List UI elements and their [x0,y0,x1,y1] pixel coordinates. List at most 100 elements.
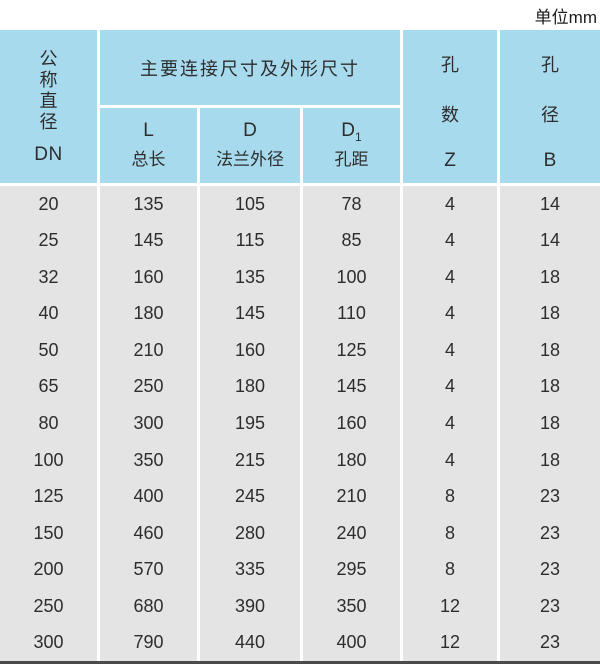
table-cell: 4 [403,295,497,333]
vertical-char: 孔 [541,55,559,75]
bottom-rule [0,661,600,664]
table-cell: 350 [100,441,197,479]
label-hole-spacing: 孔距 [334,150,369,170]
table-cell: 145 [200,295,300,333]
table-cell: 145 [100,222,197,260]
table-cell: 12 [403,587,497,625]
table-cell: 150 [0,514,97,552]
vertical-char: 直 [39,91,58,111]
table-cell: 570 [100,551,197,588]
table-cell: 390 [200,587,300,625]
table-cell: 110 [303,295,400,333]
table-cell: 4 [403,332,497,369]
table-cell: 50 [0,332,97,369]
table-cell: 295 [303,551,400,588]
table-cell: 100 [0,441,97,479]
table-cell: 18 [500,259,600,296]
table-cell: 78 [303,186,400,223]
table-cell: 350 [303,587,400,625]
table-cell: 18 [500,441,600,479]
table-cell: 18 [500,295,600,333]
table-cell: 160 [100,259,197,296]
b-code-label: B [543,150,557,171]
table-cell: 180 [200,368,300,406]
table-cell: 180 [303,441,400,479]
table-cell: 4 [403,405,497,442]
unit-label: 单位mm [534,7,597,27]
hole-diameter-vertical-label: 孔 径 B [500,30,600,183]
symbol-l: L [143,119,154,141]
symbol-d: D [243,119,257,141]
table-cell: 4 [403,186,497,223]
table-cell: 12 [403,624,497,661]
table-cell: 125 [303,332,400,369]
table-cell: 18 [500,405,600,442]
header-hole-diameter: 孔 径 B [500,30,600,183]
table-cell: 4 [403,368,497,406]
table-cell: 8 [403,551,497,588]
table-cell: 23 [500,514,600,552]
group-title: 主要连接尺寸及外形尺寸 [100,30,400,105]
table-cell: 23 [500,624,600,661]
table-header: 公 称 直 径 DN 主要连接尺寸及外形尺寸 L 总长 D 法兰外径 D1 [0,30,600,183]
table-cell: 245 [200,478,300,515]
vertical-char: 称 [39,70,58,90]
header-col-hole-spacing: D1 孔距 [303,108,400,183]
table-cell: 680 [100,587,197,625]
table-cell: 25 [0,222,97,260]
table-cell: 400 [100,478,197,515]
label-flange-od: 法兰外径 [216,150,284,170]
table-cell: 8 [403,514,497,552]
table-cell: 18 [500,368,600,406]
z-code-label: Z [444,150,456,171]
table-cell: 400 [303,624,400,661]
table-cell: 32 [0,259,97,296]
table-cell: 40 [0,295,97,333]
table-cell: 300 [100,405,197,442]
table-cell: 23 [500,587,600,625]
table-cell: 210 [100,332,197,369]
table-cell: 240 [303,514,400,552]
vertical-char: 径 [39,112,58,132]
table-cell: 8 [403,478,497,515]
table-cell: 80 [0,405,97,442]
table-cell: 14 [500,186,600,223]
vertical-char: 数 [441,104,459,125]
table-cell: 85 [303,222,400,260]
header-nominal-diameter: 公 称 直 径 DN [0,30,97,183]
header-col-total-length: L 总长 [100,108,197,183]
table-cell: 160 [200,332,300,369]
unit-note-bar: 单位mm [0,0,600,30]
table-cell: 195 [200,405,300,442]
dn-code-label: DN [34,144,63,165]
table-cell: 790 [100,624,197,661]
vertical-char: 孔 [441,55,459,75]
table-cell: 115 [200,222,300,260]
header-col-flange-od: D 法兰外径 [200,108,300,183]
table-cell: 23 [500,551,600,588]
table-cell: 18 [500,332,600,369]
table-cell: 440 [200,624,300,661]
table-cell: 250 [100,368,197,406]
table-cell: 335 [200,551,300,588]
vertical-char: 径 [541,104,559,125]
table-cell: 160 [303,405,400,442]
table-cell: 4 [403,222,497,260]
table-cell: 105 [200,186,300,223]
table-cell: 145 [303,368,400,406]
symbol-d1: D1 [341,119,362,144]
vertical-char: 公 [39,49,58,69]
table-cell: 65 [0,368,97,406]
table-cell: 180 [100,295,197,333]
table-cell: 20 [0,186,97,223]
label-total-length: 总长 [131,150,166,170]
table-cell: 210 [303,478,400,515]
table-cell: 4 [403,259,497,296]
table-cell: 280 [200,514,300,552]
table-cell: 200 [0,551,97,588]
table-cell: 135 [200,259,300,296]
table-cell: 300 [0,624,97,661]
table-cell: 215 [200,441,300,479]
header-hole-count: 孔 数 Z [403,30,497,183]
